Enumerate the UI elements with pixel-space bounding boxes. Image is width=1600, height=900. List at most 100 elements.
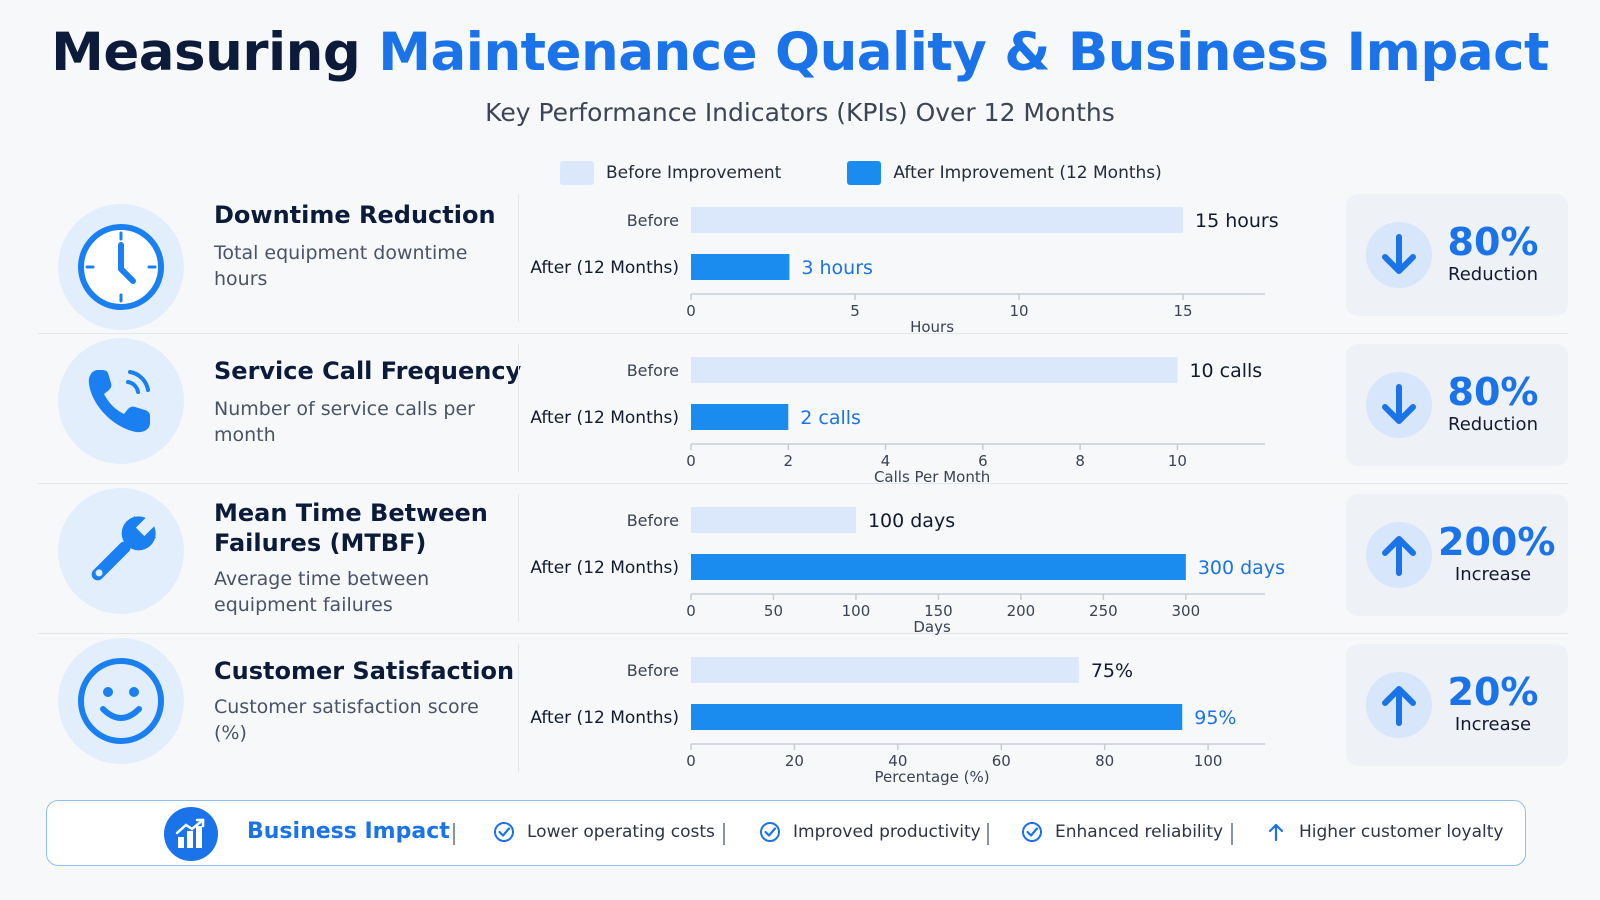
x-tick-label: 100 <box>1194 752 1223 770</box>
bar-chart-downtime: Before 15 hours After (12 Months) 3 hours 0 5… <box>528 184 1328 336</box>
check-circle-icon <box>494 822 514 842</box>
title-part-1: Measuring <box>51 22 361 83</box>
category-label: After (12 Months) <box>530 408 679 428</box>
x-tick-label: 8 <box>1075 452 1085 470</box>
chart-svg: Before 10 calls After (12 Months) 2 calls 0 2… <box>530 357 1265 486</box>
data-label: 15 hours <box>1195 210 1279 232</box>
impact-label: Increase <box>1454 714 1532 735</box>
category-label: After (12 Months) <box>530 708 679 728</box>
arrow-down-icon <box>1366 372 1432 438</box>
kpi-description: Total equipment downtime hours <box>214 242 468 290</box>
kpi-row-service-calls: Service Call Frequency Number of service… <box>38 334 1568 486</box>
clock-icon <box>58 204 184 330</box>
arrow-up-icon <box>1366 522 1432 588</box>
x-axis-label: Days <box>913 618 951 636</box>
chart-svg: Before 75% After (12 Months) 95% 0 20 40 60 80 10… <box>530 657 1265 786</box>
impact-percent: 80% <box>1447 370 1539 414</box>
footer-item: Higher customer loyalty <box>1265 821 1503 843</box>
x-tick-label: 60 <box>992 752 1011 770</box>
legend-item-after: After Improvement (12 Months) <box>847 161 1162 185</box>
x-tick-label: 0 <box>686 302 696 320</box>
bar-chart-mtbf: Before 100 days After (12 Months) 300 days 0… <box>528 484 1328 636</box>
x-tick-label: 150 <box>924 602 953 620</box>
smiley-icon <box>58 638 184 764</box>
x-tick-label: 0 <box>686 602 696 620</box>
impact-label: Increase <box>1454 564 1532 585</box>
divider <box>518 194 519 322</box>
impact-card: 20% Increase <box>1346 644 1568 766</box>
business-impact-bar: Business Impact Lower operating costs Im… <box>46 800 1526 866</box>
bar-after <box>691 254 790 280</box>
growth-chart-icon <box>164 807 218 861</box>
x-tick-label: 50 <box>764 602 783 620</box>
arrow-down-icon <box>1366 222 1432 288</box>
footer-item-label: Higher customer loyalty <box>1299 822 1504 842</box>
bar-before <box>691 357 1178 383</box>
data-label: 75% <box>1091 660 1133 682</box>
x-tick-label: 10 <box>1168 452 1187 470</box>
arrow-up-icon <box>1366 672 1432 738</box>
footer-item-label: Lower operating costs <box>527 822 715 842</box>
business-impact-label: Business Impact <box>247 819 450 844</box>
title-part-2: Maintenance Quality & Business Impact <box>378 22 1549 83</box>
bar-after <box>691 704 1183 730</box>
category-label: Before <box>627 211 679 230</box>
impact-label: Reduction <box>1448 264 1538 285</box>
kpi-title: Mean Time Between Failures (MTBF) <box>214 499 488 557</box>
impact-percent: 20% <box>1447 670 1539 714</box>
divider <box>1231 823 1233 845</box>
x-tick-label: 200 <box>1007 602 1036 620</box>
impact-card: 80% Reduction <box>1346 344 1568 466</box>
bar-before <box>691 207 1183 233</box>
category-label: Before <box>627 511 679 530</box>
bar-before <box>691 507 856 533</box>
legend-label-before: Before Improvement <box>606 163 782 183</box>
x-tick-label: 100 <box>842 602 871 620</box>
footer-item-label: Improved productivity <box>793 822 981 842</box>
data-label: 3 hours <box>801 257 873 279</box>
divider <box>518 494 519 622</box>
kpi-row-downtime: Downtime Reduction Total equipment downt… <box>38 184 1568 336</box>
kpi-title: Customer Satisfaction <box>214 657 515 685</box>
chart-legend: Before Improvement After Improvement (12… <box>560 160 1228 186</box>
data-label: 95% <box>1194 707 1236 729</box>
x-tick-label: 0 <box>686 452 696 470</box>
arrow-up-icon <box>1268 823 1284 842</box>
bar-after <box>691 404 789 430</box>
divider <box>723 823 725 845</box>
divider <box>518 344 519 472</box>
kpi-description: Number of service calls per month <box>214 398 475 446</box>
footer-item: Improved productivity <box>759 821 981 843</box>
x-tick-label: 4 <box>881 452 891 470</box>
legend-label-after: After Improvement (12 Months) <box>893 163 1162 183</box>
footer-item-label: Enhanced reliability <box>1055 822 1224 842</box>
wrench-icon <box>58 488 184 614</box>
category-label: Before <box>627 661 679 680</box>
bar-chart-satisfaction: Before 75% After (12 Months) 95% 0 20 40 60 80 10… <box>528 634 1328 786</box>
category-label: Before <box>627 361 679 380</box>
bar-after <box>691 554 1186 580</box>
legend-swatch-after <box>847 161 882 185</box>
impact-card: 200% Increase <box>1346 494 1568 616</box>
bar-before <box>691 657 1079 683</box>
footer-item: Lower operating costs <box>493 821 715 843</box>
kpi-title: Downtime Reduction <box>214 201 496 229</box>
chart-svg: Before 15 hours After (12 Months) 3 hours 0 5… <box>530 207 1279 336</box>
kpi-title: Service Call Frequency <box>214 357 522 385</box>
divider <box>987 823 989 845</box>
x-axis-label: Calls Per Month <box>874 468 990 486</box>
divider <box>453 823 455 845</box>
page-subtitle: Key Performance Indicators (KPIs) Over 1… <box>485 98 1115 127</box>
x-tick-label: 250 <box>1089 602 1118 620</box>
x-tick-label: 5 <box>850 302 860 320</box>
x-tick-label: 0 <box>686 752 696 770</box>
divider <box>518 644 519 772</box>
page-title: Measuring Maintenance Quality & Business… <box>0 22 1600 83</box>
category-label: After (12 Months) <box>530 558 679 578</box>
x-tick-label: 20 <box>785 752 804 770</box>
x-axis-label: Percentage (%) <box>875 768 990 786</box>
impact-percent: 200% <box>1438 520 1556 564</box>
phone-icon <box>58 338 184 464</box>
check-circle-icon <box>760 822 780 842</box>
footer-item: Enhanced reliability <box>1021 821 1223 843</box>
